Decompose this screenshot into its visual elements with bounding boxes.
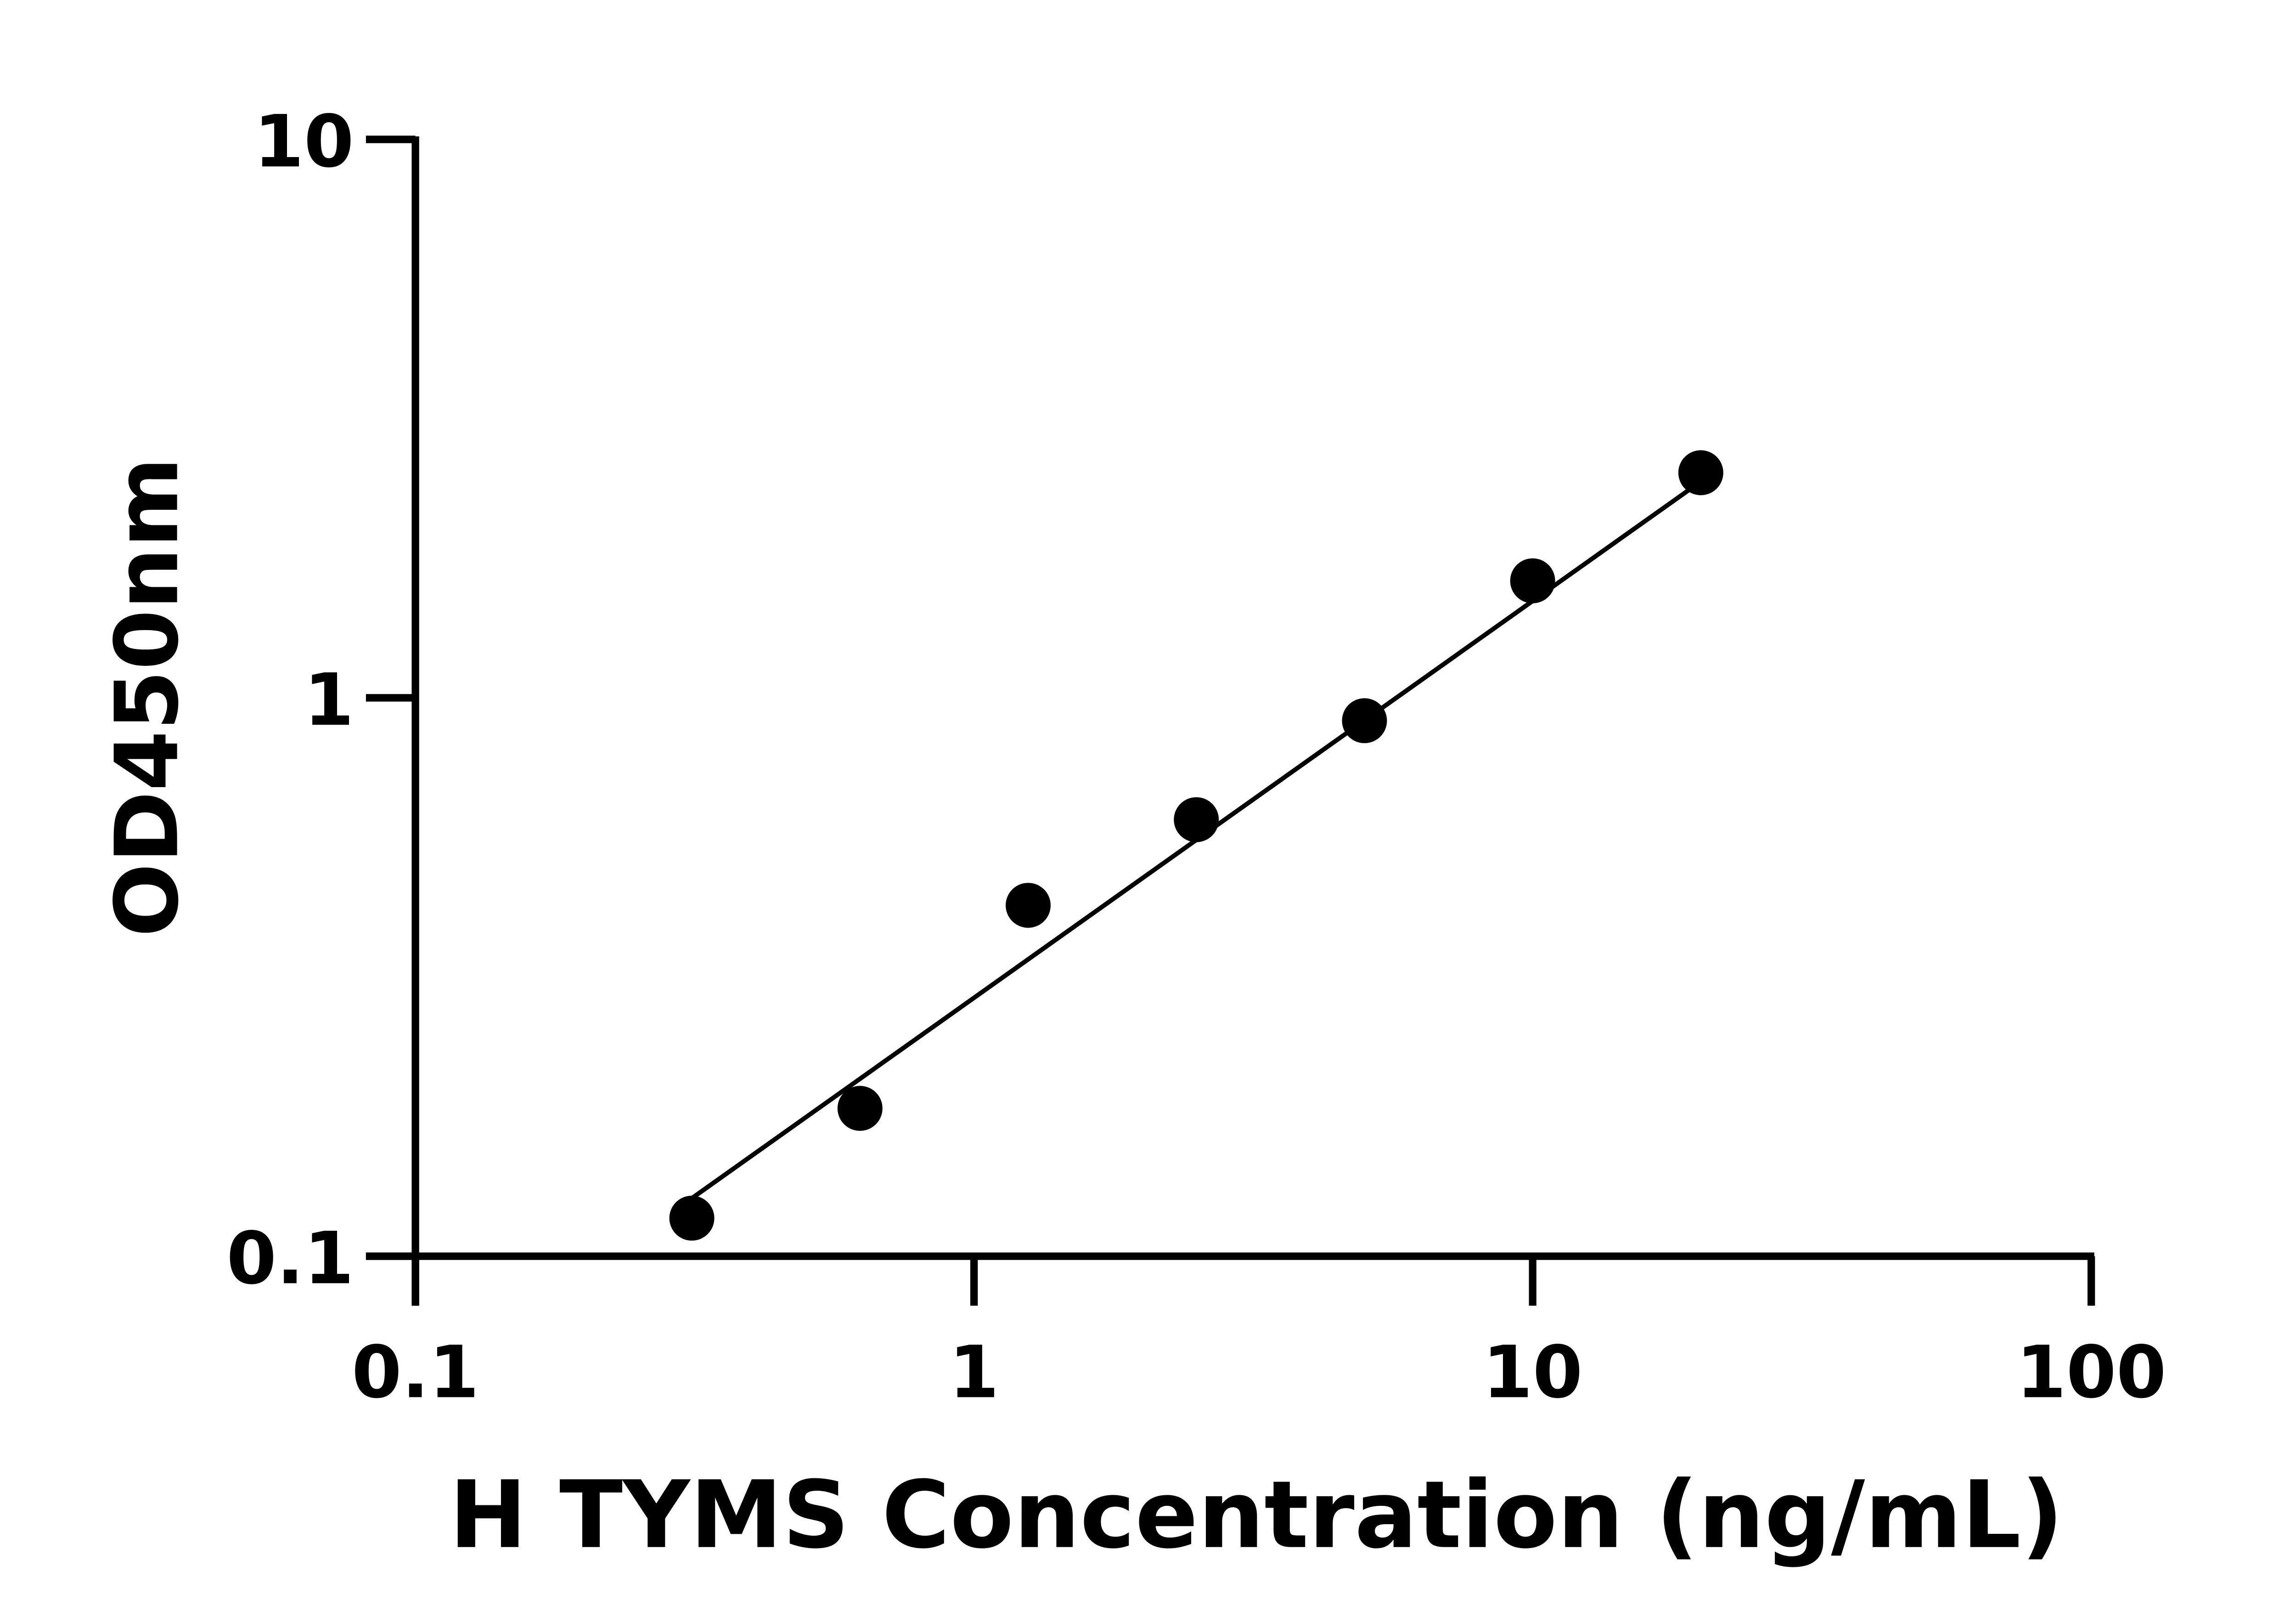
data-point: [837, 1086, 883, 1131]
y-tick-label: 1: [304, 658, 354, 742]
x-tick-label: 0.1: [352, 1330, 479, 1414]
data-point: [669, 1195, 715, 1241]
x-tick-label: 10: [1483, 1330, 1583, 1414]
y-axis-label: OD450nm: [96, 457, 198, 937]
data-point: [1006, 883, 1051, 928]
data-point: [1174, 797, 1219, 842]
y-tick-label: 0.1: [226, 1216, 354, 1300]
axes: [366, 136, 2094, 1306]
data-point: [1678, 450, 1723, 496]
x-axis-label: H TYMS Concentration (ng/mL): [449, 1461, 2063, 1569]
data-point: [1510, 558, 1555, 603]
data-point: [1342, 698, 1387, 743]
x-tick-label: 1: [949, 1330, 999, 1414]
x-tick-label: 100: [2016, 1330, 2167, 1414]
ticks: 0.1 1 10 100 0.1 1 10: [226, 100, 2166, 1414]
y-tick-label: 10: [254, 100, 354, 183]
marks: [669, 450, 1723, 1241]
